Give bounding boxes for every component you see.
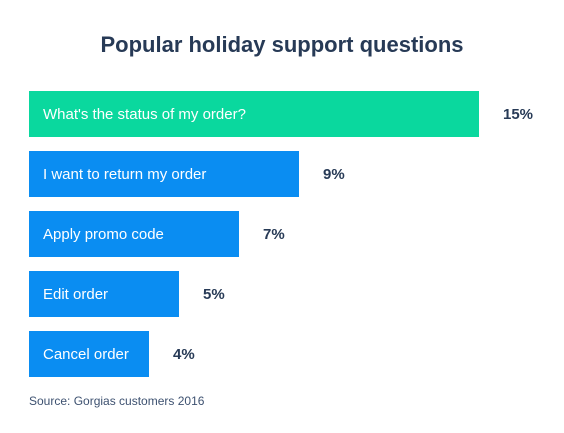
source-note: Source: Gorgias customers 2016: [29, 394, 205, 408]
value-label: 15%: [503, 106, 533, 123]
bar-label: I want to return my order: [43, 166, 206, 183]
value-label: 5%: [203, 286, 225, 303]
chart-title: Popular holiday support questions: [100, 32, 463, 57]
bar: [29, 271, 179, 317]
value-label: 7%: [263, 226, 285, 243]
bar: [29, 151, 299, 197]
bar-label: Cancel order: [43, 346, 129, 363]
bar-label: Apply promo code: [43, 226, 164, 243]
bar: [29, 91, 479, 137]
bar-label: Edit order: [43, 286, 108, 303]
value-label: 4%: [173, 346, 195, 363]
bar-label: What's the status of my order?: [43, 106, 246, 123]
bar: [29, 331, 149, 377]
bar: [29, 211, 239, 257]
value-label: 9%: [323, 166, 345, 183]
